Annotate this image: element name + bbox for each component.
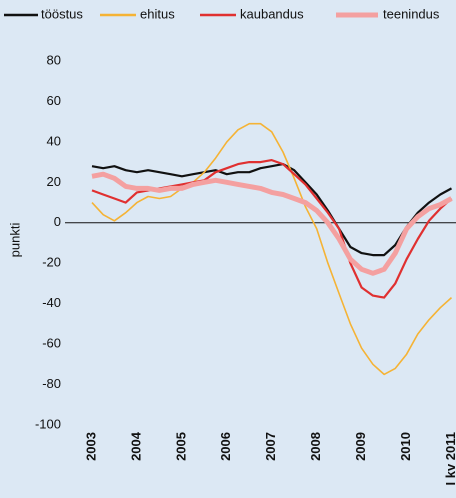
y-tick-label: -80 [42, 376, 61, 391]
series-line [91, 171, 453, 276]
y-tick-label: 80 [47, 52, 61, 67]
legend-label: teenindus [383, 6, 440, 21]
y-tick-label: -100 [35, 416, 61, 431]
x-tick-label: 2008 [308, 432, 323, 461]
x-tick-label: 2006 [218, 432, 233, 461]
y-axis-label: punkti [7, 223, 22, 258]
x-tick-label: 2005 [173, 432, 188, 461]
y-tick-label: -60 [42, 336, 61, 351]
legend-label: kaubandus [240, 6, 304, 21]
x-tick-label: 2004 [128, 431, 143, 461]
x-tick-label: I kv 2011 [443, 432, 456, 486]
legend-label: tööstus [41, 6, 83, 21]
series-line [91, 159, 453, 299]
y-tick-label: 40 [47, 133, 61, 148]
y-tick-label: 60 [47, 93, 61, 108]
x-tick-label: 2003 [83, 432, 98, 461]
x-tick-label: 2010 [398, 432, 413, 461]
series-line [91, 122, 453, 376]
x-tick-label: 2009 [353, 432, 368, 461]
x-tick-label: 2007 [263, 432, 278, 461]
legend-label: ehitus [140, 6, 175, 21]
y-tick-label: -40 [42, 295, 61, 310]
y-tick-label: 0 [54, 214, 61, 229]
y-tick-label: 20 [47, 174, 61, 189]
series-line [91, 163, 453, 257]
y-tick-label: -20 [42, 255, 61, 270]
